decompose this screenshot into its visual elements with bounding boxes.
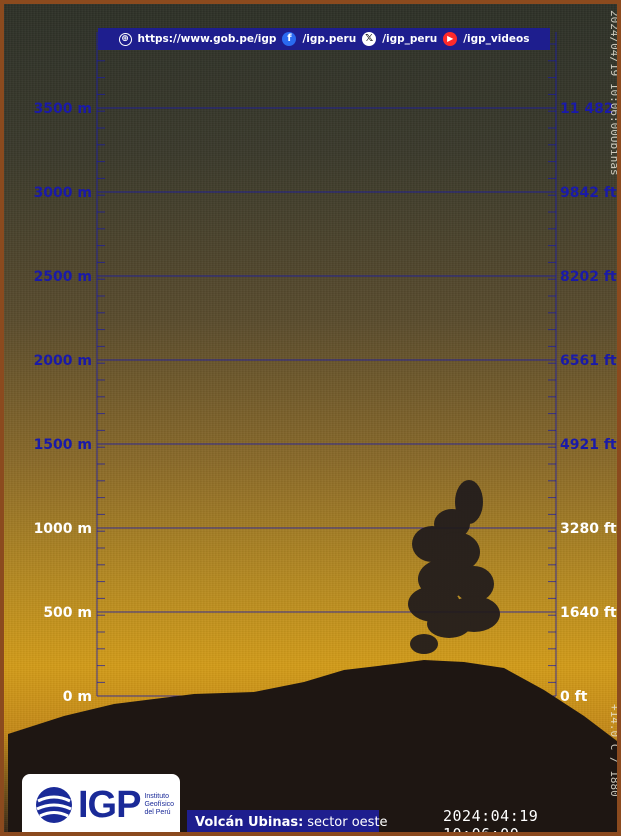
volcano-caption: Volcán Ubinas: sector oeste	[187, 810, 388, 832]
height-scale-overlay: 3500 m 3000 m 2500 m 2000 m 1500 m 1000 …	[8, 32, 621, 832]
left-label-1500: 1500 m	[34, 437, 92, 453]
left-label-3000: 3000 m	[34, 185, 92, 201]
left-label-2000: 2000 m	[34, 353, 92, 369]
camera-temperature-text: +14.0 C / 1880	[608, 704, 621, 797]
right-label-3280: 3280 ft	[560, 521, 617, 537]
left-label-2500: 2500 m	[34, 269, 92, 285]
left-label-3500: 3500 m	[34, 101, 92, 117]
right-label-11482: 11 482 ft	[560, 101, 621, 117]
x-icon[interactable]: 𝕏	[362, 32, 377, 46]
youtube-link[interactable]: /igp_videos	[463, 33, 530, 45]
right-label-9842: 9842 ft	[560, 185, 617, 201]
globe-logo-icon	[36, 787, 72, 823]
left-label-0: 0 m	[63, 689, 92, 705]
scale-left: 3500 m 3000 m 2500 m 2000 m 1500 m 1000 …	[34, 101, 92, 705]
scale-grid	[96, 32, 557, 697]
logo-subtitle: Instituto Geofísico del Perú	[144, 793, 174, 817]
logo-sub-line: Geofísico	[144, 801, 175, 808]
scale-right: 11 482 ft 9842 ft 8202 ft 6561 ft 4921 f…	[560, 101, 621, 705]
right-label-4921: 4921 ft	[560, 437, 617, 453]
logo-sub-line: del Perú	[144, 809, 171, 816]
right-label-8202: 8202 ft	[560, 269, 617, 285]
website-link[interactable]: https://www.gob.pe/igp	[137, 33, 277, 45]
globe-icon[interactable]: ⊕	[118, 32, 132, 46]
facebook-link[interactable]: /igp.peru	[302, 33, 357, 45]
camera-overlay-text: 2024/04/19 10:06:00Ubinas	[608, 10, 621, 176]
right-label-6561: 6561 ft	[560, 353, 617, 369]
x-link[interactable]: /igp_peru	[382, 33, 438, 45]
facebook-icon[interactable]: f	[282, 32, 297, 46]
left-label-1000: 1000 m	[34, 521, 92, 537]
igp-logo: IGP Instituto Geofísico del Perú	[22, 774, 180, 832]
right-label-0: 0 ft	[560, 689, 588, 705]
sector-name: sector oeste	[307, 814, 388, 830]
right-label-1640: 1640 ft	[560, 605, 617, 621]
logo-sub-line: Instituto	[144, 793, 169, 800]
left-label-500: 500 m	[43, 605, 92, 621]
image-timestamp: 2024:04:19 10:06:00	[443, 807, 539, 836]
volcano-name: Volcán Ubinas:	[195, 814, 304, 830]
social-links-bar: ⊕ https://www.gob.pe/igp f /igp.peru 𝕏 /…	[98, 28, 550, 50]
youtube-icon[interactable]: ▶	[443, 32, 458, 46]
scale-ticks	[97, 43, 556, 683]
logo-wordmark: IGP	[78, 783, 141, 826]
ash-plume	[408, 480, 500, 654]
